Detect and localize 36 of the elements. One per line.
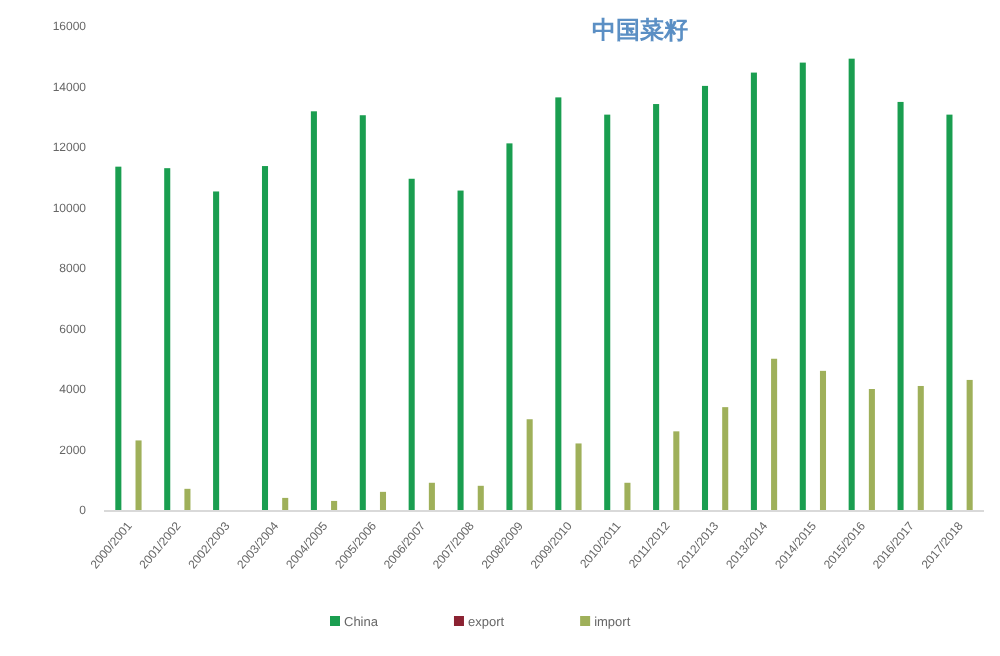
bar (653, 104, 660, 510)
bar (164, 168, 171, 510)
bar (868, 389, 875, 510)
bar (897, 101, 904, 510)
bar (135, 440, 142, 510)
bar (506, 143, 513, 510)
bar (673, 431, 680, 510)
bar (819, 370, 827, 510)
bar (282, 497, 289, 510)
bar (966, 379, 973, 510)
bar (946, 114, 953, 510)
bar (771, 358, 778, 510)
bar (701, 85, 709, 510)
bar (379, 491, 387, 510)
bar (526, 419, 533, 510)
bar (477, 485, 484, 510)
bar (575, 443, 582, 510)
bar (848, 58, 855, 510)
bar (213, 191, 220, 510)
bar (799, 62, 806, 510)
bar (184, 488, 191, 510)
chart-title: 中国菜籽 (592, 16, 688, 44)
bar (331, 500, 338, 510)
bar (917, 385, 924, 510)
bar (457, 190, 464, 510)
bar (555, 97, 562, 510)
bar (359, 115, 366, 510)
bar (310, 111, 317, 510)
bar (722, 407, 729, 510)
bar (624, 482, 631, 510)
bar (408, 178, 415, 510)
bar (261, 166, 269, 510)
bar (604, 114, 611, 510)
bar (115, 166, 122, 510)
bar (428, 482, 435, 510)
bar (750, 72, 757, 510)
